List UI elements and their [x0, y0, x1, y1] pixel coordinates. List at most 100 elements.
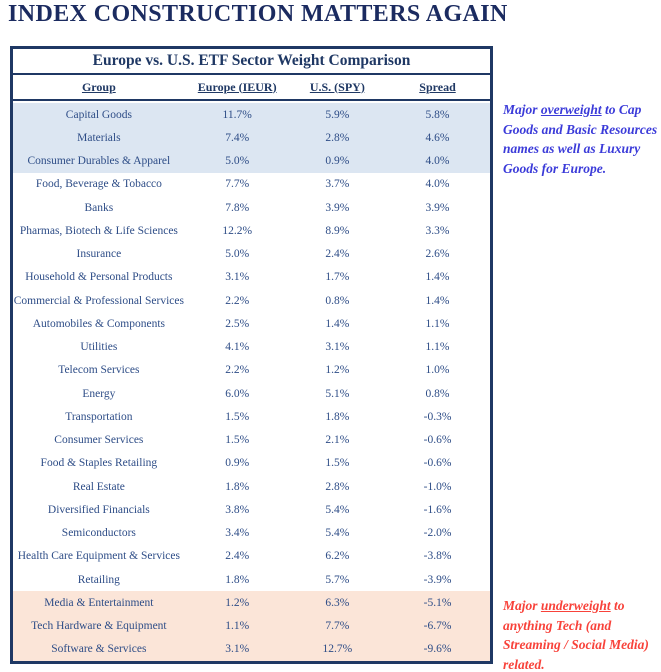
table-row: Retailing 1.8% 5.7% -3.9%: [13, 568, 490, 592]
cell-europe: 3.4%: [225, 527, 250, 540]
cell-spread: 1.4%: [425, 271, 450, 284]
cell-us: 6.2%: [325, 550, 350, 563]
annotation-text: Major: [503, 102, 541, 117]
cell-spread: -3.9%: [423, 573, 452, 586]
cell-group: Tech Hardware & Equipment: [31, 620, 167, 633]
cell-us: 0.8%: [325, 294, 350, 307]
cell-spread: -9.6%: [423, 643, 452, 656]
table-row: Food & Staples Retailing 0.9% 1.5% -0.6%: [13, 451, 490, 475]
cell-us: 1.8%: [325, 410, 350, 423]
cell-group: Consumer Services: [54, 434, 144, 447]
cell-group: Commercial & Professional Services: [13, 294, 184, 307]
table-row: Consumer Durables & Apparel 5.0% 0.9% 4.0%: [13, 149, 490, 173]
table-row: Commercial & Professional Services 2.2% 0.…: [13, 289, 490, 313]
annotation-text: Major: [503, 598, 541, 613]
cell-us: 1.4%: [325, 317, 350, 330]
table-row: Insurance 5.0% 2.4% 2.6%: [13, 242, 490, 266]
cell-europe: 5.0%: [225, 155, 250, 168]
column-header-group: Group: [81, 79, 116, 94]
cell-group: Food, Beverage & Tobacco: [35, 178, 162, 191]
table-row: Capital Goods 11.7% 5.9% 5.8%: [13, 103, 490, 127]
cell-group: Pharmas, Biotech & Life Sciences: [19, 224, 178, 237]
table-row: Household & Personal Products 3.1% 1.7% 1.4…: [13, 265, 490, 289]
cell-spread: -5.1%: [423, 596, 452, 609]
table-row: Telecom Services 2.2% 1.2% 1.0%: [13, 358, 490, 382]
cell-europe: 5.0%: [225, 248, 250, 261]
cell-europe: 3.8%: [225, 503, 250, 516]
cell-europe: 1.8%: [225, 480, 250, 493]
table-row: Diversified Financials 3.8% 5.4% -1.6%: [13, 498, 490, 522]
cell-spread: -3.8%: [423, 550, 452, 563]
cell-us: 1.7%: [325, 271, 350, 284]
annotation-text: to anything Tech (and Streaming / Social…: [503, 598, 649, 672]
cell-europe: 1.1%: [225, 620, 250, 633]
cell-group: Automobiles & Components: [32, 317, 165, 330]
cell-group: Utilities: [80, 341, 118, 354]
cell-spread: -1.6%: [423, 503, 452, 516]
table-row: Software & Services 3.1% 12.7% -9.6%: [13, 637, 490, 661]
cell-us: 2.8%: [325, 480, 350, 493]
table-column-headers: Group Europe (IEUR) U.S. (SPY) Spread: [13, 75, 490, 101]
cell-europe: 12.2%: [222, 224, 253, 237]
table-row: Semiconductors 3.4% 5.4% -2.0%: [13, 521, 490, 545]
cell-us: 2.1%: [325, 434, 350, 447]
cell-us: 12.7%: [322, 643, 353, 656]
cell-spread: -0.6%: [423, 457, 452, 470]
cell-spread: 4.0%: [425, 178, 450, 191]
cell-spread: -1.0%: [423, 480, 452, 493]
annotation-underlined-word: underweight: [540, 598, 611, 613]
table-row: Media & Entertainment 1.2% 6.3% -5.1%: [13, 591, 490, 615]
cell-spread: -6.7%: [423, 620, 452, 633]
cell-group: Diversified Financials: [47, 503, 150, 516]
cell-group: Telecom Services: [58, 364, 140, 377]
cell-group: Insurance: [76, 248, 122, 261]
cell-spread: -0.3%: [423, 410, 452, 423]
cell-group: Materials: [77, 131, 121, 144]
column-header-us: U.S. (SPY): [309, 79, 365, 94]
cell-us: 3.7%: [325, 178, 350, 191]
table-row: Food, Beverage & Tobacco 7.7% 3.7% 4.0%: [13, 172, 490, 196]
cell-spread: 1.1%: [425, 341, 450, 354]
cell-spread: -2.0%: [423, 527, 452, 540]
column-header-spread: Spread: [419, 79, 456, 94]
cell-group: Transportation: [65, 410, 133, 423]
cell-us: 5.7%: [325, 573, 350, 586]
table-title: Europe vs. U.S. ETF Sector Weight Compar…: [13, 49, 490, 75]
cell-us: 5.1%: [325, 387, 350, 400]
cell-us: 0.9%: [325, 155, 350, 168]
cell-group: Health Care Equipment & Services: [17, 550, 180, 563]
cell-group: Semiconductors: [61, 527, 136, 540]
cell-europe: 7.8%: [225, 201, 250, 214]
table-row: Materials 7.4% 2.8% 4.6%: [13, 126, 490, 150]
cell-us: 1.5%: [325, 457, 350, 470]
annotation-underlined-word: overweight: [540, 102, 602, 117]
cell-group: Real Estate: [72, 480, 125, 493]
cell-europe: 6.0%: [225, 387, 250, 400]
cell-europe: 2.4%: [225, 550, 250, 563]
table-row: Banks 7.8% 3.9% 3.9%: [13, 196, 490, 220]
table-row: Tech Hardware & Equipment 1.1% 7.7% -6.7%: [13, 614, 490, 638]
cell-group: Media & Entertainment: [44, 596, 154, 609]
table-row: Real Estate 1.8% 2.8% -1.0%: [13, 475, 490, 499]
cell-europe: 2.5%: [225, 317, 250, 330]
page-title: INDEX CONSTRUCTION MATTERS AGAIN: [8, 1, 508, 27]
cell-europe: 3.1%: [225, 643, 250, 656]
table-row: Utilities 4.1% 3.1% 1.1%: [13, 335, 490, 359]
cell-group: Energy: [82, 387, 116, 400]
cell-europe: 1.8%: [225, 573, 250, 586]
cell-us: 2.4%: [325, 248, 350, 261]
cell-us: 6.3%: [325, 596, 350, 609]
cell-europe: 1.2%: [225, 596, 250, 609]
table-row: Pharmas, Biotech & Life Sciences 12.2% 8.9…: [13, 219, 490, 243]
cell-group: Retailing: [77, 573, 120, 586]
cell-europe: 0.9%: [225, 457, 250, 470]
cell-group: Consumer Durables & Apparel: [27, 155, 171, 168]
cell-group: Capital Goods: [65, 108, 132, 121]
table-row: Health Care Equipment & Services 2.4% 6.2%…: [13, 544, 490, 568]
cell-group: Banks: [84, 201, 114, 214]
annotation-text: to Cap Goods and Basic Resources names a…: [503, 102, 658, 176]
cell-spread: 3.3%: [425, 224, 450, 237]
cell-spread: 0.8%: [425, 387, 450, 400]
cell-europe: 2.2%: [225, 294, 250, 307]
